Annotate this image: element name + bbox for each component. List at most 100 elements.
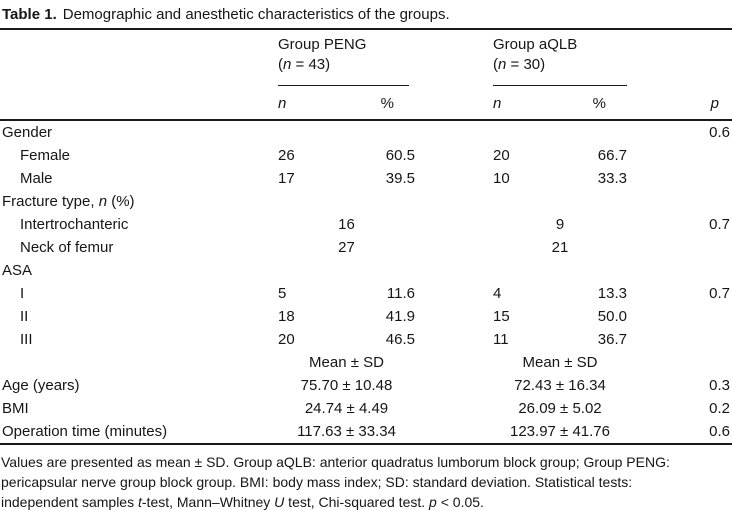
subheader-pct-peng: % [345, 86, 415, 121]
subheader-empty [0, 86, 278, 121]
cell-p-value [627, 167, 732, 190]
row-label: III [20, 331, 33, 348]
table-row: III 20 46.5 11 36.7 [0, 328, 732, 351]
table-row: BMI 24.74 ± 4.49 26.09 ± 5.02 0.2 [0, 397, 732, 420]
cell-p-value: 0.7 [709, 216, 730, 233]
cell-n-peng: 20 [278, 331, 295, 348]
cell-p-value [627, 351, 732, 374]
cell-p-value [627, 259, 732, 282]
table-body: Gender 0.6 Female 26 60.5 20 66.7 Male 17 39.5 10 3… [0, 120, 732, 444]
cell-pct-peng: 60.5 [385, 147, 415, 164]
table-row: Female 26 60.5 20 66.7 [0, 144, 732, 167]
cell-n-aqlb: 10 [493, 170, 510, 187]
subheader-n-peng: n [278, 86, 345, 121]
cell-n-aqlb: 4 [493, 285, 502, 302]
group-aqlb-name: Group aQLB [493, 36, 578, 53]
cell-pct-peng: 39.5 [385, 170, 415, 187]
cell-value-peng: 24.74 ± 4.49 [304, 400, 389, 417]
cell-value-aqlb: Mean ± SD [522, 354, 598, 371]
cell-pct-aqlb: 33.3 [597, 170, 627, 187]
p-column-spacer [627, 29, 732, 86]
row-label: I [20, 285, 25, 302]
row-label: Intertrochanteric [20, 216, 129, 233]
cell-pct-aqlb: 50.0 [597, 308, 627, 325]
row-label: Operation time (minutes) [2, 423, 168, 440]
table-row: Fracture type, n (%) [0, 190, 732, 213]
cell-pct-peng: 41.9 [385, 308, 415, 325]
cell-pct-peng: 46.5 [385, 331, 415, 348]
row-label: II [20, 308, 29, 325]
cell-n-peng: 26 [278, 147, 295, 164]
group-aqlb-header: Group aQLB (n = 30) [493, 29, 627, 86]
row-label: Male [20, 170, 53, 187]
row-label: Gender [2, 124, 53, 141]
header-gap [415, 29, 493, 86]
table-row: Neck of femur 27 21 [0, 236, 732, 259]
table-row: Mean ± SD Mean ± SD [0, 351, 732, 374]
table-row: Male 17 39.5 10 33.3 [0, 167, 732, 190]
cell-empty [278, 190, 415, 213]
cell-pct-aqlb: 13.3 [597, 285, 627, 302]
cell-empty [493, 190, 627, 213]
cell-value-peng: 16 [338, 216, 355, 233]
cell-p-value [627, 190, 732, 213]
cell-gap [415, 397, 493, 420]
table-row: Gender 0.6 [0, 120, 732, 144]
table-row: Operation time (minutes) 117.63 ± 33.34 12… [0, 420, 732, 444]
cell-gap [415, 190, 493, 213]
subheader-row: n % n % p [0, 86, 732, 121]
cell-gap [415, 144, 493, 167]
row-label: BMI [2, 400, 29, 417]
cell-n-peng: 17 [278, 170, 295, 187]
group-aqlb-count: (n = 30) [493, 56, 546, 73]
cell-gap [415, 259, 493, 282]
footnote-line: pericapsular nerve group block group. BM… [1, 474, 633, 490]
cell-gap [415, 120, 493, 144]
cell-value-aqlb: 26.09 ± 5.02 [518, 400, 602, 417]
row-label: ASA [2, 262, 33, 279]
row-label [0, 351, 278, 374]
table-row: Age (years) 75.70 ± 10.48 72.43 ± 16.34 0.3 [0, 374, 732, 397]
group-peng-count: (n = 43) [278, 56, 331, 73]
table-row: II 18 41.9 15 50.0 [0, 305, 732, 328]
table-caption: Demographic and anesthetic characteristi… [62, 6, 450, 23]
cell-empty [278, 120, 415, 144]
cell-empty [278, 259, 415, 282]
cell-p-value [627, 236, 732, 259]
cell-n-peng: 5 [278, 285, 287, 302]
label-column-header [0, 29, 278, 86]
cell-value-peng: 75.70 ± 10.48 [300, 377, 393, 394]
cell-gap [415, 351, 493, 374]
footnote: Values are presented as mean ± SD. Group… [0, 452, 732, 510]
cell-pct-aqlb: 36.7 [597, 331, 627, 348]
cell-n-peng: 18 [278, 308, 295, 325]
subheader-n-aqlb: n [493, 86, 560, 121]
cell-gap [415, 213, 493, 236]
group-header-row: Group PENG (n = 43) Group aQLB (n = 30) [0, 29, 732, 86]
row-label: Neck of femur [20, 239, 114, 256]
group-peng-name: Group PENG [278, 36, 367, 53]
row-label: Female [20, 147, 71, 164]
cell-p-value: 0.6 [709, 423, 730, 440]
cell-value-aqlb: 123.97 ± 41.76 [510, 423, 610, 440]
cell-p-value [627, 328, 732, 351]
cell-empty [493, 259, 627, 282]
table-row: ASA [0, 259, 732, 282]
cell-gap [415, 328, 493, 351]
cell-p-value: 0.7 [709, 285, 730, 302]
subheader-pct-aqlb: % [560, 86, 627, 121]
footnote-line: independent samples t-test, Mann–Whitney… [1, 494, 484, 510]
cell-pct-peng: 11.6 [386, 285, 415, 302]
group-aqlb-heading: Group aQLB (n = 30) [493, 35, 627, 86]
subheader-gap [415, 86, 493, 121]
cell-empty [493, 120, 627, 144]
footnote-line: Values are presented as mean ± SD. Group… [1, 454, 670, 470]
row-label: Age (years) [2, 377, 80, 394]
group-peng-heading: Group PENG (n = 43) [278, 35, 409, 86]
cell-n-aqlb: 15 [493, 308, 510, 325]
cell-n-aqlb: 20 [493, 147, 510, 164]
cell-value-aqlb: 72.43 ± 16.34 [514, 377, 606, 394]
cell-value-aqlb: 21 [551, 239, 569, 256]
group-peng-header: Group PENG (n = 43) [278, 29, 415, 86]
